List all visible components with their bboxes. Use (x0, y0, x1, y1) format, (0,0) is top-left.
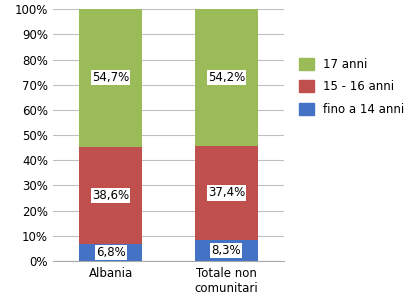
Bar (79, 244, 142, 261)
Bar (79, 9, 142, 147)
Text: 8,3%: 8,3% (211, 244, 241, 257)
Bar (194, 10, 258, 146)
Bar (194, 146, 258, 240)
Bar (194, 240, 258, 261)
Text: 54,7%: 54,7% (92, 71, 129, 84)
Text: 6,8%: 6,8% (96, 246, 125, 259)
Text: 37,4%: 37,4% (207, 186, 244, 200)
Legend: 17 anni, 15 - 16 anni, fino a 14 anni: 17 anni, 15 - 16 anni, fino a 14 anni (294, 53, 405, 120)
Bar (79, 147, 142, 244)
Text: 54,2%: 54,2% (207, 71, 244, 84)
Text: 38,6%: 38,6% (92, 189, 129, 202)
